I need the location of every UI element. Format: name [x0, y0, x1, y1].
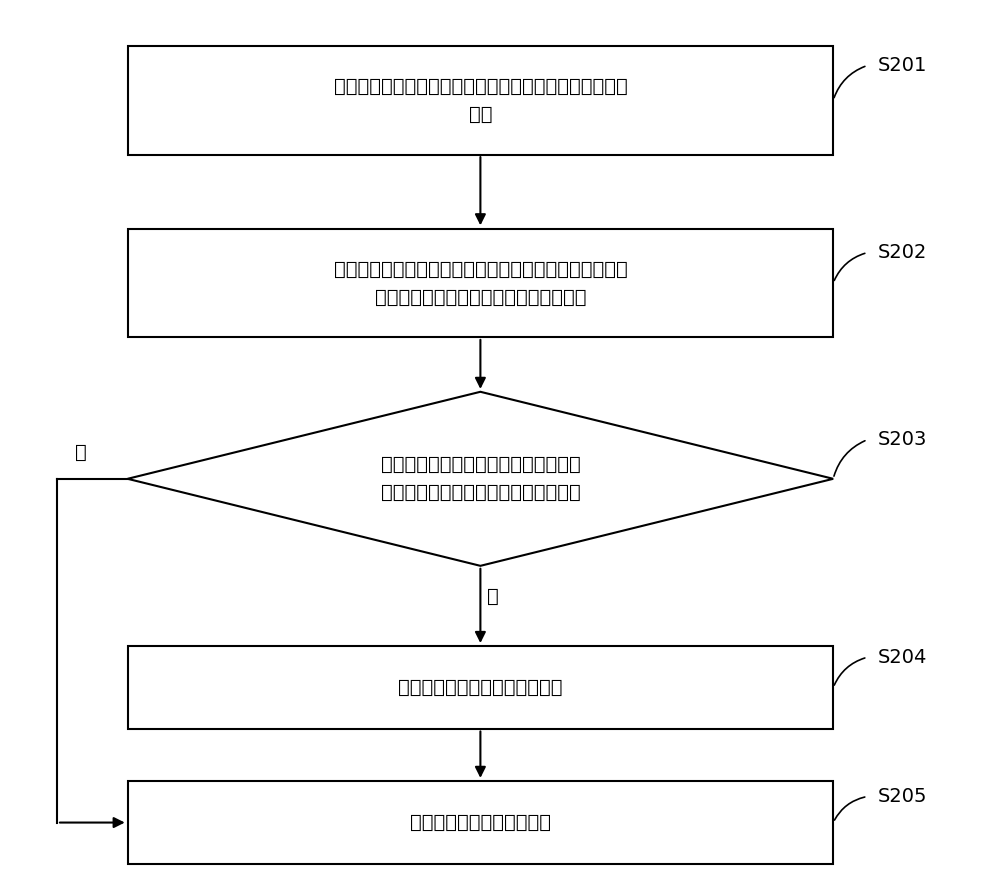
- Text: S203: S203: [877, 430, 927, 449]
- Polygon shape: [128, 392, 833, 566]
- Text: 是: 是: [487, 587, 499, 606]
- Text: S202: S202: [877, 243, 927, 262]
- Bar: [128, 228, 833, 337]
- Text: S201: S201: [877, 56, 927, 75]
- Bar: [128, 646, 833, 729]
- Bar: [128, 781, 833, 864]
- Text: 若基于该通信频段，确定出手机使用预设通信频段进行通
信，则获取该预设通信频段的信号强度值: 若基于该通信频段，确定出手机使用预设通信频段进行通 信，则获取该预设通信频段的信…: [334, 259, 627, 306]
- Text: 手机使用内置天线进行通信: 手机使用内置天线进行通信: [410, 813, 551, 832]
- Text: 手机接收通信信号，并根据该通信信号确定出对应的通信
频段: 手机接收通信信号，并根据该通信信号确定出对应的通信 频段: [334, 76, 627, 123]
- Text: 否: 否: [75, 443, 86, 462]
- Text: S205: S205: [877, 787, 927, 806]
- Bar: [128, 46, 833, 155]
- Text: S204: S204: [877, 647, 927, 667]
- Text: 当判断出该信号强度值低于预设信号强
度阈值时，手机检测是否接入外置天线: 当判断出该信号强度值低于预设信号强 度阈值时，手机检测是否接入外置天线: [381, 456, 580, 503]
- Text: 手机切换至该外置天线进行通信: 手机切换至该外置天线进行通信: [398, 678, 563, 697]
